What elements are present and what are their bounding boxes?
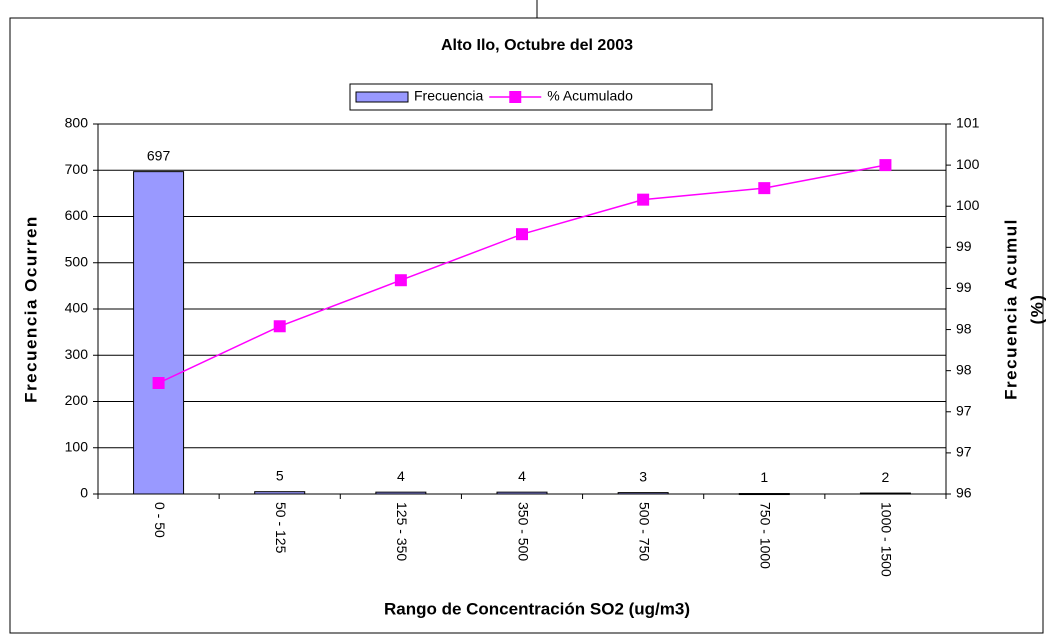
line-marker	[758, 182, 771, 195]
legend-label: Frecuencia	[414, 88, 483, 104]
x-axis-label: Rango de Concentración SO2 (ug/m3)	[384, 599, 690, 618]
bar	[375, 491, 427, 495]
y2-tick-label: 98	[956, 361, 972, 377]
bar	[254, 491, 306, 495]
bar	[617, 492, 669, 495]
line-marker	[879, 159, 892, 172]
data-label: 1	[760, 469, 768, 485]
legend-swatch	[355, 91, 409, 103]
y2-axis-label: (%)	[1027, 294, 1046, 325]
data-label: 3	[639, 468, 647, 484]
y-tick-label: 500	[65, 253, 89, 269]
data-label: 5	[276, 467, 284, 483]
line-marker	[273, 320, 286, 333]
y-tick-label: 800	[65, 115, 89, 131]
y2-axis-label: Frecuencia Acumul	[1001, 218, 1020, 400]
legend-swatch	[509, 91, 522, 103]
y2-tick-label: 100	[956, 197, 980, 213]
chart-title: Alto Ilo, Octubre del 2003	[441, 37, 633, 54]
line-marker	[637, 193, 650, 206]
y2-tick-label: 99	[956, 279, 972, 295]
y-tick-label: 700	[65, 161, 89, 177]
data-label: 697	[147, 147, 171, 163]
x-tick-label: 1000 - 1500	[879, 502, 895, 577]
y2-tick-label: 98	[956, 320, 972, 336]
bar	[859, 492, 911, 495]
bar	[738, 493, 790, 496]
line-marker	[516, 228, 528, 241]
line-marker	[152, 377, 165, 389]
legend-label: % Acumulado	[547, 88, 633, 104]
x-tick-label: 0 - 50	[152, 502, 168, 538]
bar	[133, 171, 185, 495]
x-tick-label: 750 - 1000	[758, 502, 774, 569]
x-tick-label: 350 - 500	[515, 502, 531, 561]
data-label: 4	[518, 468, 526, 484]
y2-tick-label: 99	[956, 238, 972, 254]
y-tick-label: 0	[80, 485, 88, 501]
y2-tick-label: 96	[956, 485, 972, 501]
y-tick-label: 300	[65, 346, 89, 362]
data-label: 2	[882, 469, 890, 485]
y2-tick-label: 97	[956, 444, 972, 460]
bar	[496, 491, 548, 495]
y-tick-label: 200	[65, 392, 89, 408]
x-tick-label: 500 - 750	[636, 502, 652, 561]
y2-tick-label: 97	[956, 402, 972, 418]
data-label: 4	[397, 468, 405, 484]
line-marker	[394, 274, 407, 287]
y2-tick-label: 101	[956, 115, 980, 131]
x-tick-label: 125 - 350	[394, 502, 410, 561]
y-tick-label: 600	[65, 207, 89, 223]
y-axis-label: Frecuencia Ocurren	[21, 215, 40, 403]
y-tick-label: 400	[65, 300, 89, 316]
y2-tick-label: 100	[956, 156, 980, 172]
x-tick-label: 50 - 125	[273, 502, 289, 554]
y-tick-label: 100	[65, 438, 89, 454]
